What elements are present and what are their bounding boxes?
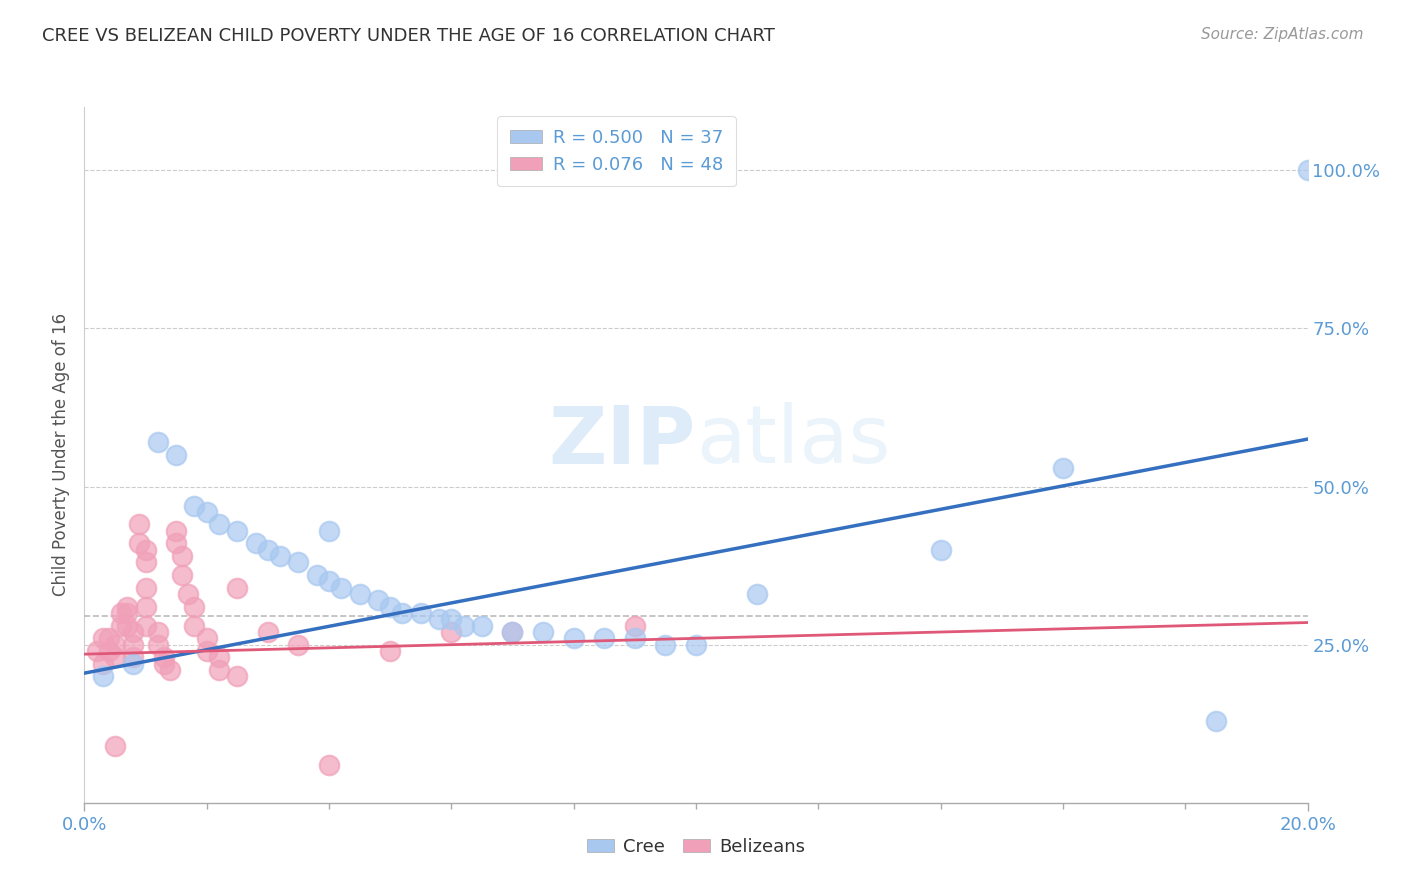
Point: [135, 542, 157, 557]
Point: [391, 606, 413, 620]
Point: [91, 632, 114, 646]
Point: [122, 625, 145, 640]
Point: [104, 739, 127, 753]
Point: [471, 618, 494, 632]
Point: [380, 599, 402, 614]
Point: [502, 625, 524, 640]
Point: [146, 638, 169, 652]
Point: [208, 663, 231, 677]
Point: [183, 599, 205, 614]
Legend: R = 0.500   N = 37, R = 0.076   N = 48: R = 0.500 N = 37, R = 0.076 N = 48: [498, 116, 735, 186]
Point: [305, 568, 328, 582]
Point: [104, 650, 127, 665]
Point: [502, 625, 524, 640]
Point: [183, 499, 205, 513]
Point: [159, 663, 181, 677]
Text: ZIP: ZIP: [548, 402, 696, 480]
Point: [153, 657, 176, 671]
Point: [318, 757, 340, 772]
Point: [226, 524, 249, 538]
Point: [349, 587, 371, 601]
Point: [427, 612, 450, 626]
Point: [146, 625, 169, 640]
Point: [1205, 714, 1227, 728]
Point: [128, 517, 150, 532]
Point: [593, 632, 616, 646]
Point: [183, 618, 205, 632]
Point: [318, 524, 340, 538]
Point: [208, 517, 231, 532]
Point: [153, 650, 176, 665]
Point: [115, 599, 138, 614]
Point: [226, 581, 249, 595]
Point: [115, 618, 138, 632]
Point: [269, 549, 291, 563]
Point: [440, 612, 463, 626]
Point: [91, 657, 114, 671]
Point: [110, 618, 132, 632]
Point: [195, 632, 218, 646]
Point: [562, 632, 585, 646]
Point: [122, 638, 145, 652]
Point: [122, 657, 145, 671]
Point: [380, 644, 402, 658]
Point: [654, 638, 676, 652]
Point: [177, 587, 200, 601]
Point: [287, 556, 309, 570]
Point: [409, 606, 432, 620]
Point: [624, 632, 647, 646]
Point: [531, 625, 554, 640]
Text: Source: ZipAtlas.com: Source: ZipAtlas.com: [1201, 27, 1364, 42]
Text: CREE VS BELIZEAN CHILD POVERTY UNDER THE AGE OF 16 CORRELATION CHART: CREE VS BELIZEAN CHILD POVERTY UNDER THE…: [42, 27, 775, 45]
Point: [195, 644, 218, 658]
Point: [128, 536, 150, 550]
Text: atlas: atlas: [696, 402, 890, 480]
Point: [97, 632, 120, 646]
Point: [685, 638, 707, 652]
Point: [115, 606, 138, 620]
Point: [135, 581, 157, 595]
Point: [226, 669, 249, 683]
Y-axis label: Child Poverty Under the Age of 16: Child Poverty Under the Age of 16: [52, 313, 70, 597]
Point: [287, 638, 309, 652]
Point: [367, 593, 389, 607]
Point: [624, 618, 647, 632]
Point: [165, 524, 187, 538]
Point: [929, 542, 952, 557]
Point: [165, 536, 187, 550]
Point: [208, 650, 231, 665]
Point: [245, 536, 267, 550]
Point: [165, 448, 187, 462]
Point: [1296, 163, 1319, 178]
Point: [1052, 460, 1074, 475]
Point: [135, 618, 157, 632]
Point: [747, 587, 769, 601]
Point: [440, 625, 463, 640]
Point: [135, 556, 157, 570]
Point: [146, 435, 169, 450]
Point: [257, 542, 280, 557]
Point: [91, 669, 114, 683]
Point: [330, 581, 353, 595]
Point: [104, 638, 127, 652]
Point: [195, 505, 218, 519]
Point: [86, 644, 108, 658]
Point: [172, 568, 194, 582]
Point: [97, 644, 120, 658]
Point: [257, 625, 280, 640]
Point: [110, 606, 132, 620]
Point: [318, 574, 340, 589]
Point: [122, 650, 145, 665]
Point: [135, 599, 157, 614]
Point: [453, 618, 475, 632]
Point: [172, 549, 194, 563]
